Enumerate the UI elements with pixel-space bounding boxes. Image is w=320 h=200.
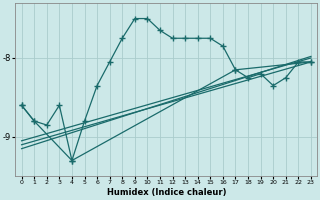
X-axis label: Humidex (Indice chaleur): Humidex (Indice chaleur)	[107, 188, 226, 197]
